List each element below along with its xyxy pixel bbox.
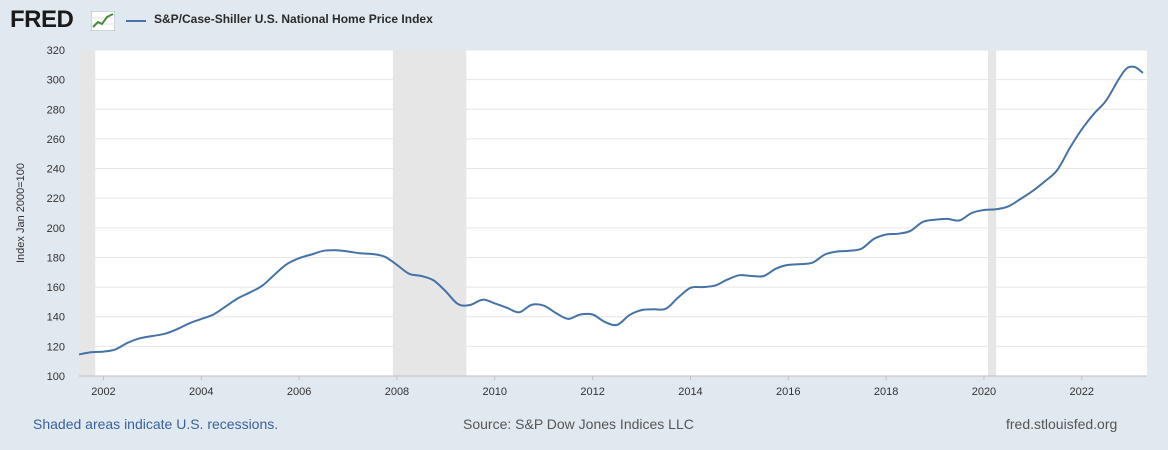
x-axis: 2002 2004 2006 2008 2010 2012 2014 2016 2018 2020… [79, 375, 1147, 398]
site-link[interactable]: fred.stlouisfed.org [1006, 416, 1118, 432]
series-layer [78, 65, 1144, 356]
x-tick-label: 2022 [1070, 386, 1094, 398]
y-tick-label: 160 [47, 282, 65, 294]
y-axis: 100 120 140 160 180 200 220 240 260 280 300 320 [47, 45, 65, 383]
recession-note: Shaded areas indicate U.S. recessions. [33, 416, 279, 432]
recession-shading [79, 50, 997, 376]
series-line[interactable] [78, 65, 1144, 356]
chart-header: FRED S&P/Case-Shiller U.S. National Home… [10, 6, 710, 33]
y-tick-label: 200 [47, 223, 65, 235]
line-chart: 100 120 140 160 180 200 220 240 260 280 300 320 200… [15, 45, 1147, 398]
legend-swatch [126, 20, 146, 22]
y-tick-label: 180 [47, 252, 65, 264]
x-tick-label: 2008 [385, 386, 409, 398]
fred-line-chart-icon [91, 11, 115, 31]
y-tick-label: 120 [47, 341, 65, 353]
y-tick-label: 140 [47, 312, 65, 324]
y-tick-label: 100 [47, 371, 65, 383]
plot-area [79, 50, 1147, 376]
recession-band [79, 50, 96, 376]
fred-logo[interactable]: FRED [10, 6, 74, 33]
recession-band [988, 50, 997, 376]
recession-band [392, 50, 467, 376]
x-tick-label: 2016 [776, 386, 800, 398]
x-tick-label: 2020 [972, 386, 996, 398]
x-tick-label: 2010 [483, 386, 507, 398]
y-tick-label: 300 [47, 75, 65, 87]
y-tick-label: 320 [47, 45, 65, 57]
x-tick-label: 2014 [678, 386, 702, 398]
x-tick-label: 2006 [287, 386, 311, 398]
x-tick-label: 2002 [91, 386, 115, 398]
x-tick-label: 2012 [580, 386, 604, 398]
y-tick-label: 260 [47, 134, 65, 146]
x-tick-label: 2004 [189, 386, 213, 398]
y-tick-label: 220 [47, 193, 65, 205]
x-tick-label: 2018 [874, 386, 898, 398]
y-tick-label: 240 [47, 164, 65, 176]
legend-series-label[interactable]: S&P/Case-Shiller U.S. National Home Pric… [154, 12, 433, 26]
source-credit: Source: S&P Dow Jones Indices LLC [463, 416, 694, 432]
y-axis-title: Index Jan 2000=100 [15, 163, 27, 263]
gridlines [79, 49, 1147, 377]
y-tick-label: 280 [47, 104, 65, 116]
